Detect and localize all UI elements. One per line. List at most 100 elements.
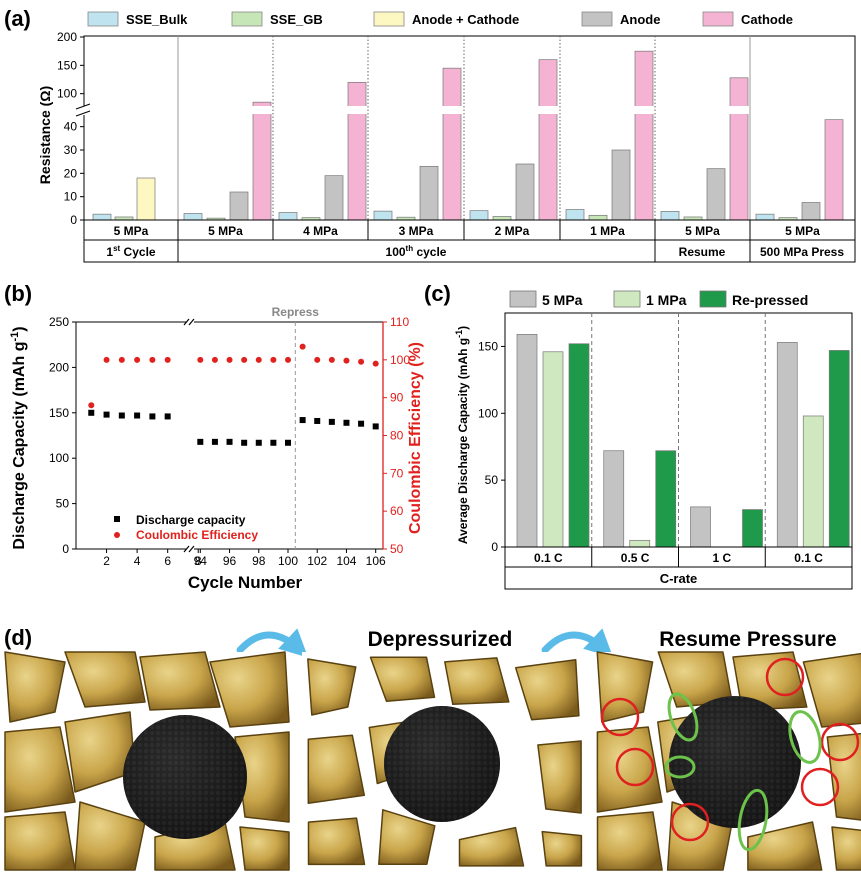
bar-a — [706, 168, 726, 221]
legend-label-c: 1 MPa — [646, 292, 687, 308]
ce-point — [299, 343, 306, 350]
legend-label-capacity: Discharge capacity — [136, 513, 246, 527]
bar-a — [538, 59, 558, 221]
electrolyte-particle — [4, 726, 76, 813]
bar-a — [442, 67, 462, 221]
ce-point — [197, 356, 204, 363]
red-circle-marker — [600, 697, 640, 737]
row2-label-main: 100 — [386, 245, 406, 259]
bar-c — [690, 506, 711, 548]
bar-a — [324, 175, 344, 221]
bar-c — [542, 351, 564, 548]
ce-point — [211, 356, 218, 363]
electrolyte-particle — [514, 659, 580, 721]
ylabel-b-left: Discharge Capacity (mAh g-1) — [9, 326, 28, 549]
y-tick-label-b-right: 100 — [390, 353, 410, 367]
row1-label: 4 MPa — [303, 224, 338, 238]
bar-a — [183, 213, 203, 221]
arrow-icon — [236, 628, 309, 658]
y-tick-label-b-right: 70 — [390, 466, 404, 480]
ce-point — [270, 356, 277, 363]
row1-frame — [83, 219, 856, 241]
row1-label: 2 MPa — [495, 224, 530, 238]
electrolyte-particle — [209, 651, 290, 728]
y-tick-label-c: 50 — [485, 473, 499, 487]
ce-point — [372, 360, 379, 367]
electrolyte-particle — [596, 811, 663, 871]
bar-break-gap — [442, 106, 462, 114]
row2-label: Resume — [679, 245, 726, 259]
ce-point — [134, 356, 141, 363]
illustration-panel — [595, 651, 861, 871]
bar-a — [373, 210, 393, 221]
bar-c — [802, 415, 824, 548]
red-circle-marker — [670, 802, 710, 842]
bar-break-gap — [634, 106, 654, 114]
capacity-point — [103, 411, 110, 418]
legend-label: Anode — [620, 12, 660, 27]
electrolyte-particle — [64, 651, 146, 708]
bar-a — [515, 163, 535, 221]
bar-break-gap — [729, 106, 749, 114]
electrolyte-particle — [307, 734, 366, 805]
electrolyte-particle — [4, 811, 76, 871]
axis-break-mark — [75, 110, 91, 117]
bar-a — [136, 177, 156, 221]
row2-label: 100th cycle — [386, 244, 447, 259]
y-tick-label-c: 150 — [478, 339, 498, 353]
bar-break-gap — [538, 106, 558, 114]
capacity-point — [255, 439, 262, 446]
axis-break-gap — [186, 318, 194, 326]
x-tick-label-b: 96 — [223, 554, 237, 568]
illustration-panel — [302, 652, 586, 870]
ce-point — [118, 356, 125, 363]
electrolyte-particle — [444, 657, 510, 706]
capacity-point — [164, 413, 171, 420]
capacity-point — [88, 409, 95, 416]
y-tick-label-a: 100 — [57, 87, 77, 101]
y-tick-label-b-left: 0 — [62, 542, 69, 556]
capacity-point — [285, 439, 291, 446]
chart-b: 0 50 100 150 200 250 50 60 70 80 90 100 110 2 4 6 894 96 9… — [49, 305, 410, 568]
green-ellipse-marker — [664, 755, 696, 779]
axis-break-mark — [188, 318, 195, 326]
electrolyte-particle — [537, 740, 582, 814]
row2-frame — [83, 239, 856, 263]
title-depressurized: Depressurized — [368, 628, 513, 651]
bar-a — [492, 216, 512, 221]
electrolyte-particle — [596, 726, 663, 813]
row1-label: 1 MPa — [590, 224, 625, 238]
electrolyte-particle — [307, 817, 366, 866]
axis-break-mark — [75, 103, 91, 110]
row2-label: 1st Cycle — [106, 244, 155, 259]
ce-point — [226, 356, 233, 363]
capacity-point — [226, 438, 233, 445]
electrolyte-particle — [139, 651, 221, 711]
green-ellipse-marker — [737, 788, 769, 852]
ce-point — [241, 356, 248, 363]
capacity-point — [372, 423, 379, 430]
electrolyte-particle — [74, 801, 146, 871]
ce-point — [358, 358, 365, 365]
ylabel-c-sup: -1 — [454, 330, 464, 338]
bar-a — [634, 50, 654, 221]
y-tick-label-b-right: 50 — [390, 542, 404, 556]
row2-label-sup: st — [113, 244, 120, 253]
category-label-c: 0.1 C — [794, 551, 823, 565]
electrolyte-particle — [541, 830, 583, 867]
y-tick-label-b-left: 150 — [49, 406, 69, 420]
x-tick-label-b: 98 — [252, 554, 266, 568]
axis-break-mark — [188, 545, 195, 553]
capacity-point — [328, 418, 335, 425]
y-tick-label-a: 150 — [57, 58, 77, 72]
ce-point — [88, 402, 95, 409]
x-tick-label-b: 4 — [134, 554, 141, 568]
bar-c — [776, 342, 798, 548]
bar-a — [611, 149, 631, 221]
electrolyte-particle — [596, 651, 654, 723]
row1-label: 3 MPa — [399, 224, 434, 238]
legend-swatch — [373, 11, 405, 27]
cathode-particle-texture — [669, 696, 801, 828]
bar-c — [516, 334, 538, 548]
x-tick-label-b: 104 — [336, 554, 356, 568]
